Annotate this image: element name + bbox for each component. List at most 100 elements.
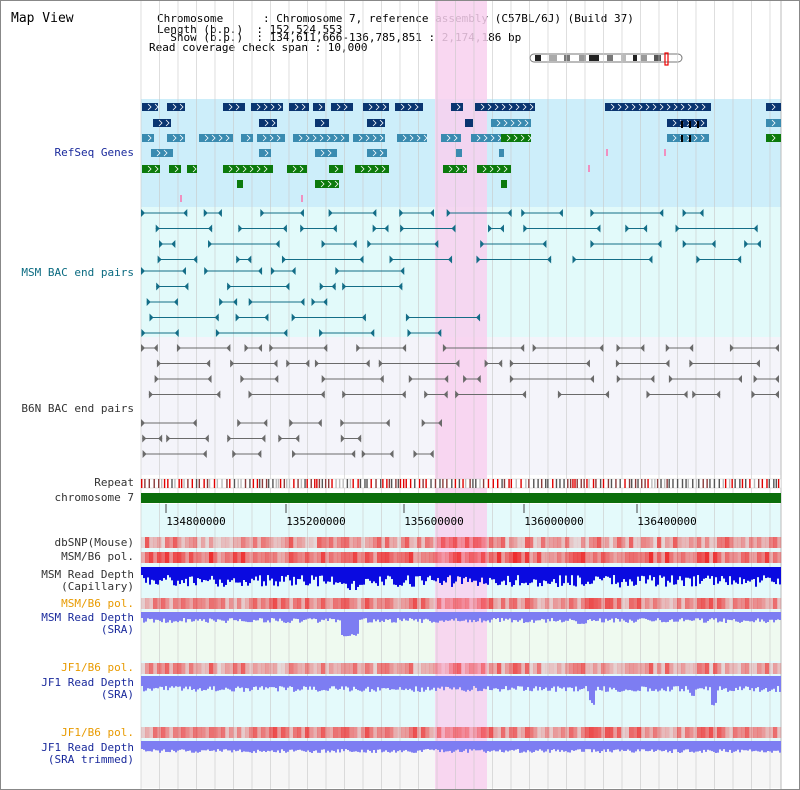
bac-end-marker — [476, 313, 481, 322]
bac-end-marker — [402, 344, 407, 352]
dbsnp-cell — [197, 537, 202, 548]
jf1-sra-depth-bar — [353, 676, 355, 687]
msm-capillary-depth-bar — [449, 567, 451, 576]
jf1-trimmed-depth-bar — [535, 741, 537, 751]
jf1-trimmed-depth-bar — [559, 741, 561, 752]
jf1-trimmed-depth-bar — [423, 741, 425, 750]
jf1-trimmed-depth-bar — [221, 741, 223, 752]
msm-pol-cell — [145, 552, 150, 563]
bac-end-marker — [429, 450, 434, 458]
jf1-sra-depth-bar — [569, 676, 571, 688]
msm-pol2-cell — [673, 598, 678, 609]
gene-feature — [667, 134, 709, 142]
jf1-sra-depth-bar — [671, 676, 673, 690]
dbsnp-cell — [257, 537, 262, 548]
gene-feature — [395, 103, 423, 111]
jf1-trimmed-depth-bar — [283, 741, 285, 751]
msm-sra-depth-bar — [331, 612, 333, 620]
chromosome-ideogram[interactable] — [529, 52, 687, 66]
msm-capillary-depth-bar — [343, 567, 345, 584]
msm-pol2-cell — [453, 598, 458, 609]
jf1-pol2-cell — [685, 727, 690, 738]
jf1-trimmed-depth-bar — [653, 741, 655, 752]
msm-pol-cell — [429, 552, 434, 563]
msm-capillary-depth-bar — [369, 567, 371, 581]
jf1-trimmed-depth-bar — [671, 741, 673, 753]
jf1-sra-depth-bar — [157, 676, 159, 689]
msm-pol2-cell — [545, 598, 550, 609]
gene-feature — [471, 134, 501, 142]
jf1-sra-depth-bar — [685, 676, 687, 687]
jf1-sra-depth-bar — [179, 676, 181, 687]
repeat-element — [338, 479, 341, 488]
msm-pol-cell — [533, 552, 538, 563]
bac-end-marker — [226, 344, 231, 352]
msm-capillary-depth-bar — [727, 567, 729, 585]
msm-sra-depth-bar — [533, 612, 535, 623]
bac-end-marker — [615, 359, 620, 368]
msm-pol2-cell — [597, 598, 602, 609]
jf1-sra-depth-bar — [301, 676, 303, 690]
msm-capillary-depth-bar — [569, 567, 571, 586]
gene-feature — [397, 134, 427, 142]
jf1-trimmed-depth-bar — [183, 741, 185, 750]
gene-strand-mark — [483, 134, 488, 142]
gene-feature — [456, 149, 462, 157]
jf1-pol2-cell — [393, 727, 398, 738]
jf1-trimmed-depth-bar — [635, 741, 637, 752]
msm-pol-cell — [289, 552, 294, 563]
jf1-sra-depth-bar — [649, 676, 651, 689]
jf1-sra-depth-bar — [223, 676, 225, 690]
msm-capillary-depth-bar — [421, 567, 423, 581]
msm-capillary-depth-bar — [747, 567, 749, 581]
msm-pol-cell — [561, 552, 566, 563]
jf1-sra-depth-bar — [401, 676, 403, 690]
jf1-pol-cell — [777, 663, 782, 674]
msm-pol-cell — [269, 552, 274, 563]
msm-sra-depth-bar — [715, 612, 717, 619]
jf1-trimmed-depth-bar — [677, 741, 679, 753]
repeat-element — [171, 479, 173, 488]
gene-strand-mark — [269, 134, 274, 142]
jf1-sra-depth-bar — [191, 676, 193, 690]
msm-capillary-depth-bar — [253, 567, 255, 581]
jf1-trimmed-depth-bar — [695, 741, 697, 752]
msm-sra-depth-bar — [745, 612, 747, 621]
jf1-trimmed-depth-bar — [387, 741, 389, 752]
msm-pol2-cell — [237, 598, 242, 609]
msm-pol2-cell — [413, 598, 418, 609]
msm-capillary-depth-bar — [259, 567, 261, 576]
jf1-sra-depth-bar — [415, 676, 417, 687]
jf1-sra-depth-bar — [215, 676, 217, 692]
bac-end-marker — [532, 344, 537, 352]
msm-pol-cell — [645, 552, 650, 563]
bac-end-marker — [572, 255, 577, 264]
bac-end-marker — [323, 344, 328, 352]
jf1-trimmed-depth-bar — [329, 741, 331, 753]
dbsnp-cell — [385, 537, 390, 548]
msm-capillary-depth-bar — [513, 567, 515, 585]
repeat-element — [261, 479, 264, 488]
msm-pol-cell — [665, 552, 670, 563]
gene-feature — [180, 195, 182, 202]
jf1-pol-cell — [385, 663, 390, 674]
gene-strand-mark — [147, 134, 152, 142]
msm-capillary-depth-bar — [331, 567, 333, 577]
msm-capillary-depth-bar — [313, 567, 315, 580]
jf1-pol-cell — [733, 663, 738, 674]
jf1-pol2-cell — [441, 727, 446, 738]
jf1-pol2-cell — [377, 727, 382, 738]
dbsnp-cell — [301, 537, 306, 548]
jf1-pol-cell — [773, 663, 778, 674]
jf1-trimmed-depth-bar — [487, 741, 489, 752]
repeat-element — [482, 479, 485, 488]
msm-capillary-depth-bar — [341, 567, 343, 584]
msm-pol-cell — [693, 552, 698, 563]
jf1-sra-depth-bar — [287, 676, 289, 688]
msm-pol-cell — [537, 552, 542, 563]
jf1-pol-cell — [753, 663, 758, 674]
jf1-trimmed-depth-bar — [401, 741, 403, 753]
msm-sra-depth-bar — [217, 612, 219, 620]
dbsnp-cell — [537, 537, 542, 548]
